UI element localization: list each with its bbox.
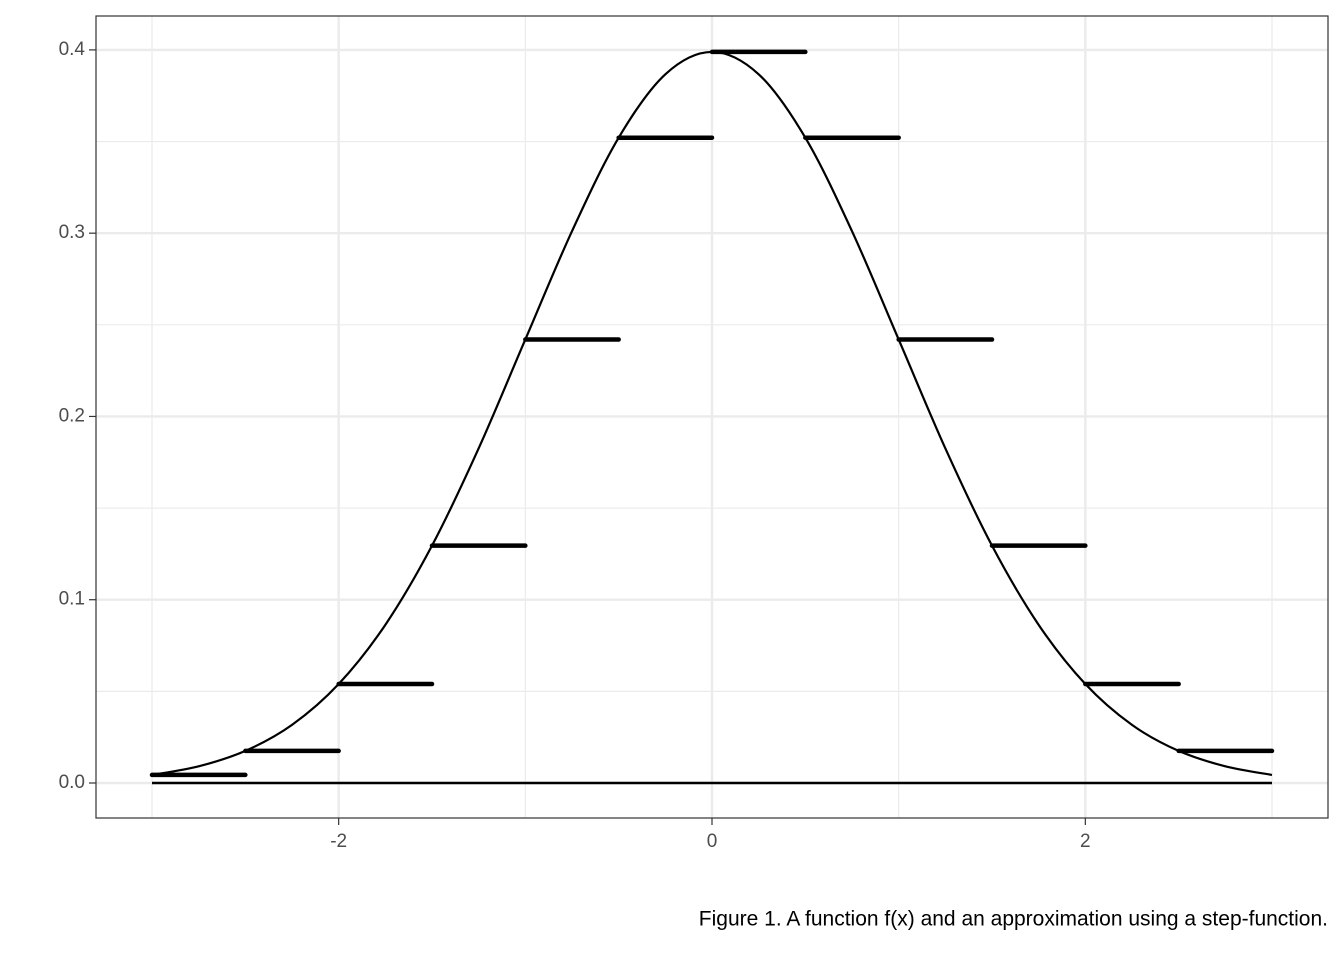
y-tick-label: 0.3 — [59, 222, 85, 243]
x-tick-label: -2 — [330, 831, 347, 852]
caption: Figure 1. A function f(x) and an approxi… — [699, 908, 1328, 931]
panel-border — [95, 15, 1329, 819]
curve — [151, 50, 1273, 777]
x-tick-label: 0 — [707, 831, 718, 852]
y-tick-label: 0.1 — [59, 589, 85, 610]
x-tick-label: 2 — [1080, 831, 1091, 852]
y-tick-label: 0.2 — [59, 405, 85, 426]
y-tick-label: 0.4 — [59, 39, 86, 60]
y-tick-label: 0.0 — [59, 772, 85, 793]
